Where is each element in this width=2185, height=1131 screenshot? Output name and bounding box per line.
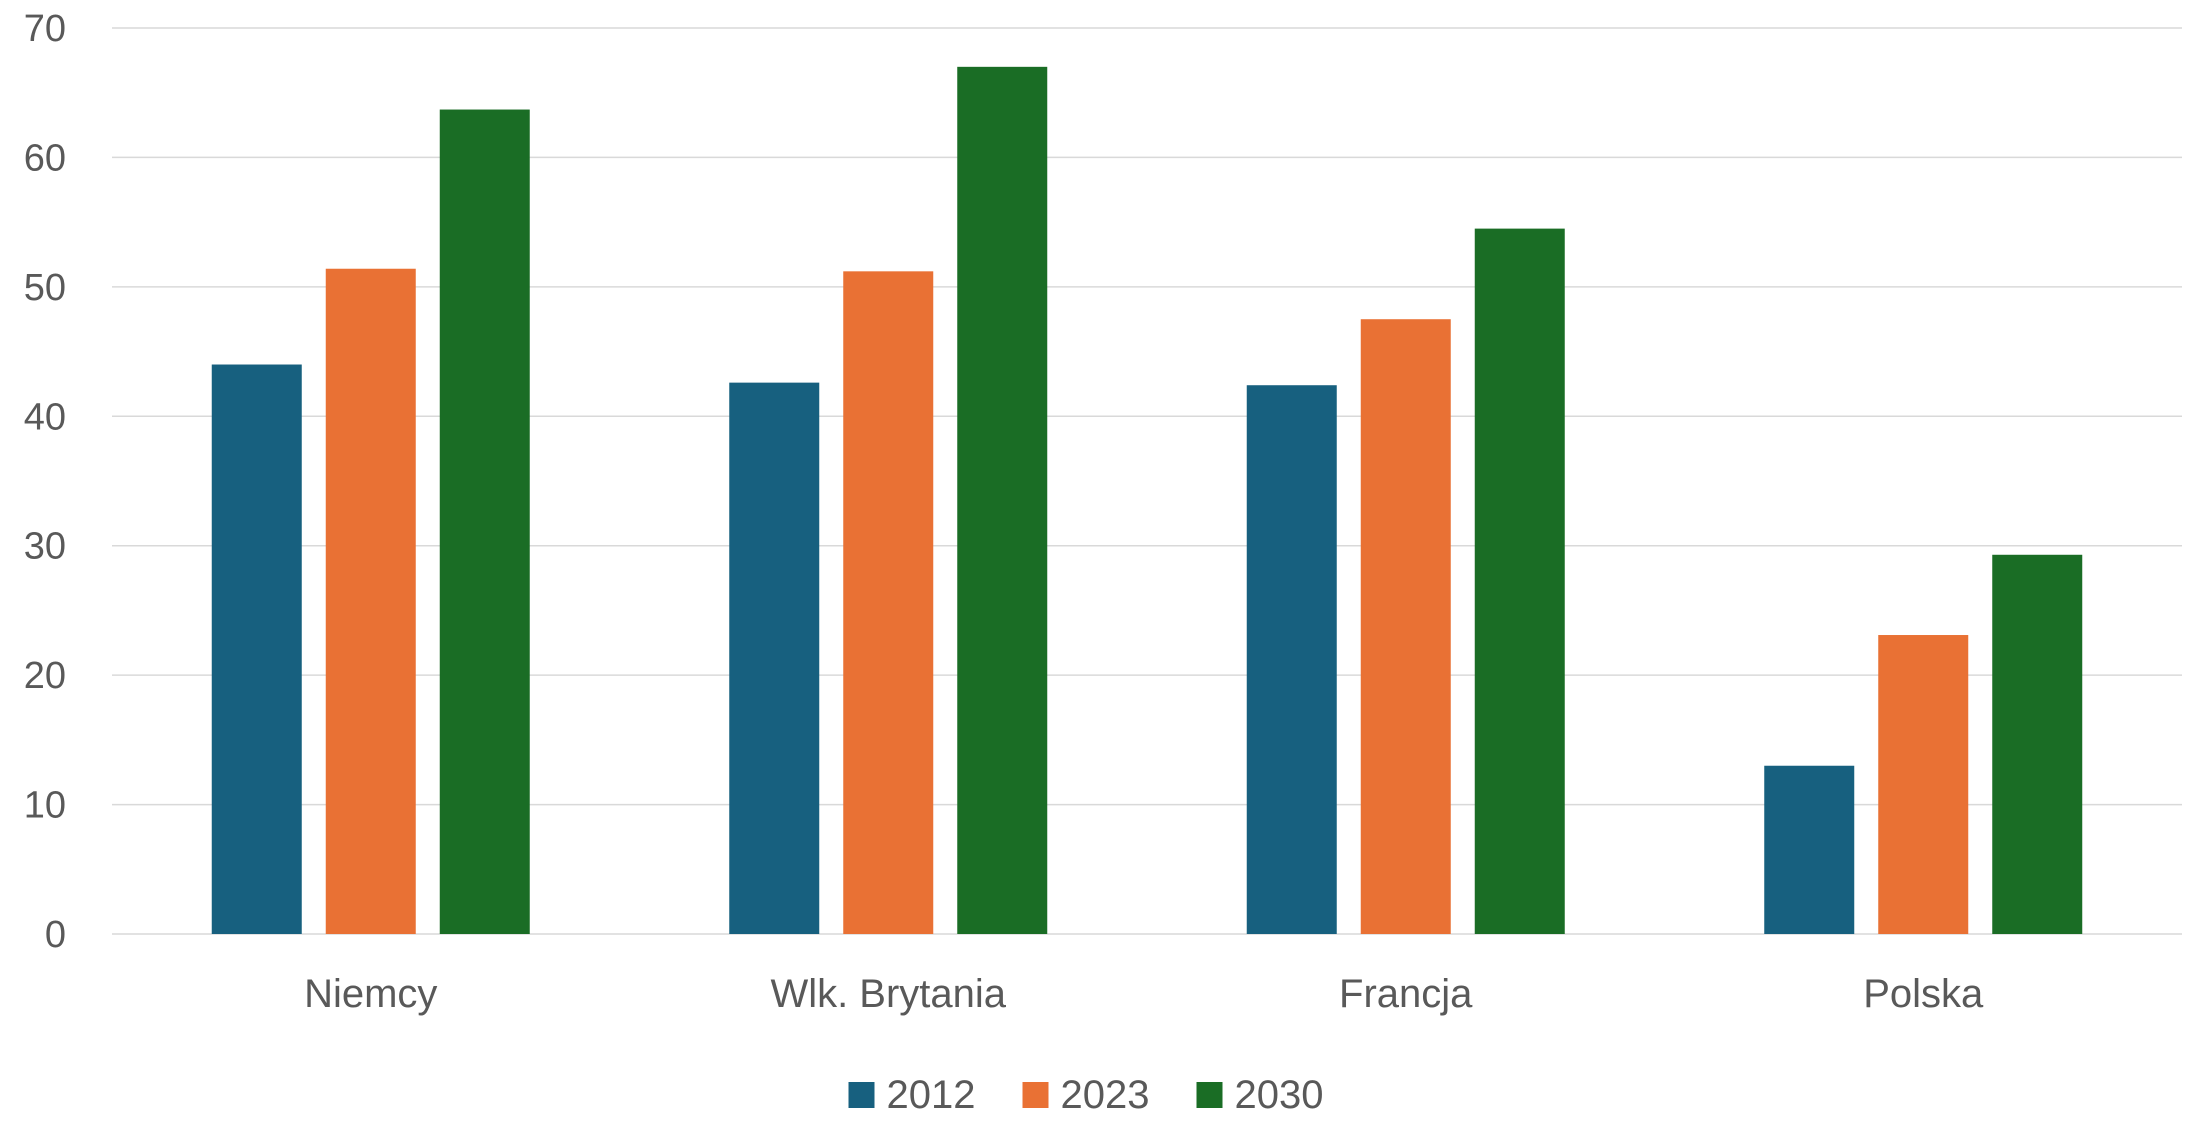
bar-2012-1 <box>729 382 820 934</box>
bar-2023-0 <box>325 268 416 934</box>
x-category-label: Niemcy <box>304 972 437 1016</box>
bar-2023-3 <box>1878 635 1969 934</box>
legend: 2012 2023 2030 <box>848 1073 1324 1117</box>
bars <box>211 66 2083 935</box>
bar-2030-3 <box>1992 554 2083 934</box>
x-axis-category-labels: Niemcy Wlk. Brytania Francja Polska <box>304 972 1984 1016</box>
bar-2030-1 <box>957 66 1048 935</box>
bar-2023-1 <box>843 271 934 935</box>
bar-2012-3 <box>1764 765 1855 934</box>
y-axis-tick-labels: 0 10 20 30 40 50 60 70 <box>24 8 66 956</box>
y-tick-label: 40 <box>24 396 66 438</box>
x-category-label: Polska <box>1863 972 1984 1016</box>
legend-label: 2012 <box>887 1073 976 1117</box>
legend-swatch-2030 <box>1196 1082 1223 1108</box>
legend-label: 2030 <box>1235 1073 1324 1117</box>
y-tick-label: 50 <box>24 267 66 309</box>
y-tick-label: 0 <box>45 914 66 956</box>
bar-2012-2 <box>1246 385 1337 934</box>
legend-swatch-2012 <box>848 1082 875 1108</box>
legend-swatch-2023 <box>1022 1082 1049 1108</box>
y-tick-label: 20 <box>24 655 66 697</box>
y-tick-label: 60 <box>24 137 66 179</box>
legend-label: 2023 <box>1061 1073 1150 1117</box>
bar-2030-2 <box>1474 228 1565 935</box>
bar-2012-0 <box>211 364 302 934</box>
gridlines <box>112 27 2182 935</box>
y-tick-label: 70 <box>24 8 66 50</box>
x-category-label: Wlk. Brytania <box>770 972 1006 1016</box>
y-tick-label: 10 <box>24 785 66 827</box>
x-category-label: Francja <box>1339 972 1473 1016</box>
bar-2023-2 <box>1360 319 1451 934</box>
bar-2030-0 <box>439 109 530 935</box>
y-tick-label: 30 <box>24 526 66 568</box>
